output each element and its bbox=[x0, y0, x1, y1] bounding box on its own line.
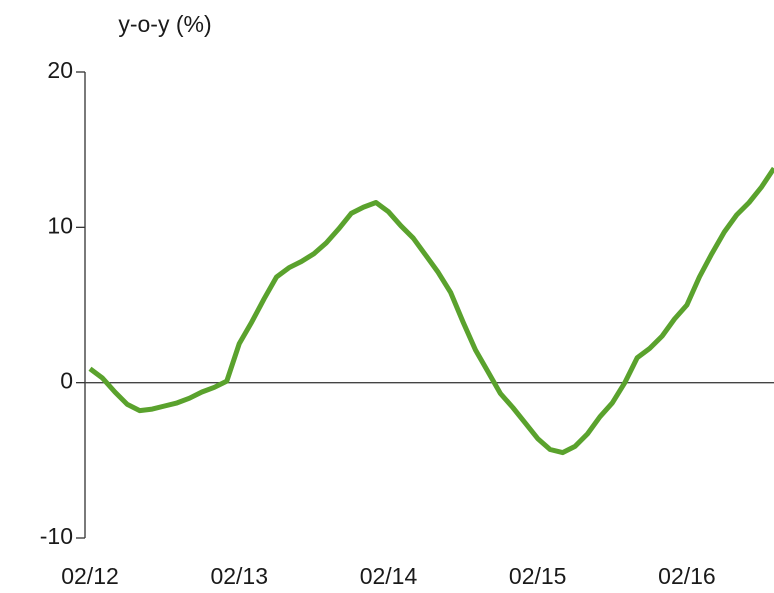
x-tick-label: 02/16 bbox=[658, 563, 716, 589]
x-tick-label: 02/15 bbox=[509, 563, 567, 589]
y-tick-label: 10 bbox=[47, 212, 73, 238]
chart-title: y-o-y (%) bbox=[118, 11, 211, 37]
x-tick-label: 02/12 bbox=[61, 563, 119, 589]
y-tick-label: 20 bbox=[47, 57, 73, 83]
data-line bbox=[88, 166, 774, 456]
y-tick-label: -10 bbox=[40, 523, 73, 549]
x-tick-label: 02/13 bbox=[210, 563, 268, 589]
x-tick-label: 02/14 bbox=[360, 563, 418, 589]
y-tick-label: 0 bbox=[60, 368, 73, 394]
